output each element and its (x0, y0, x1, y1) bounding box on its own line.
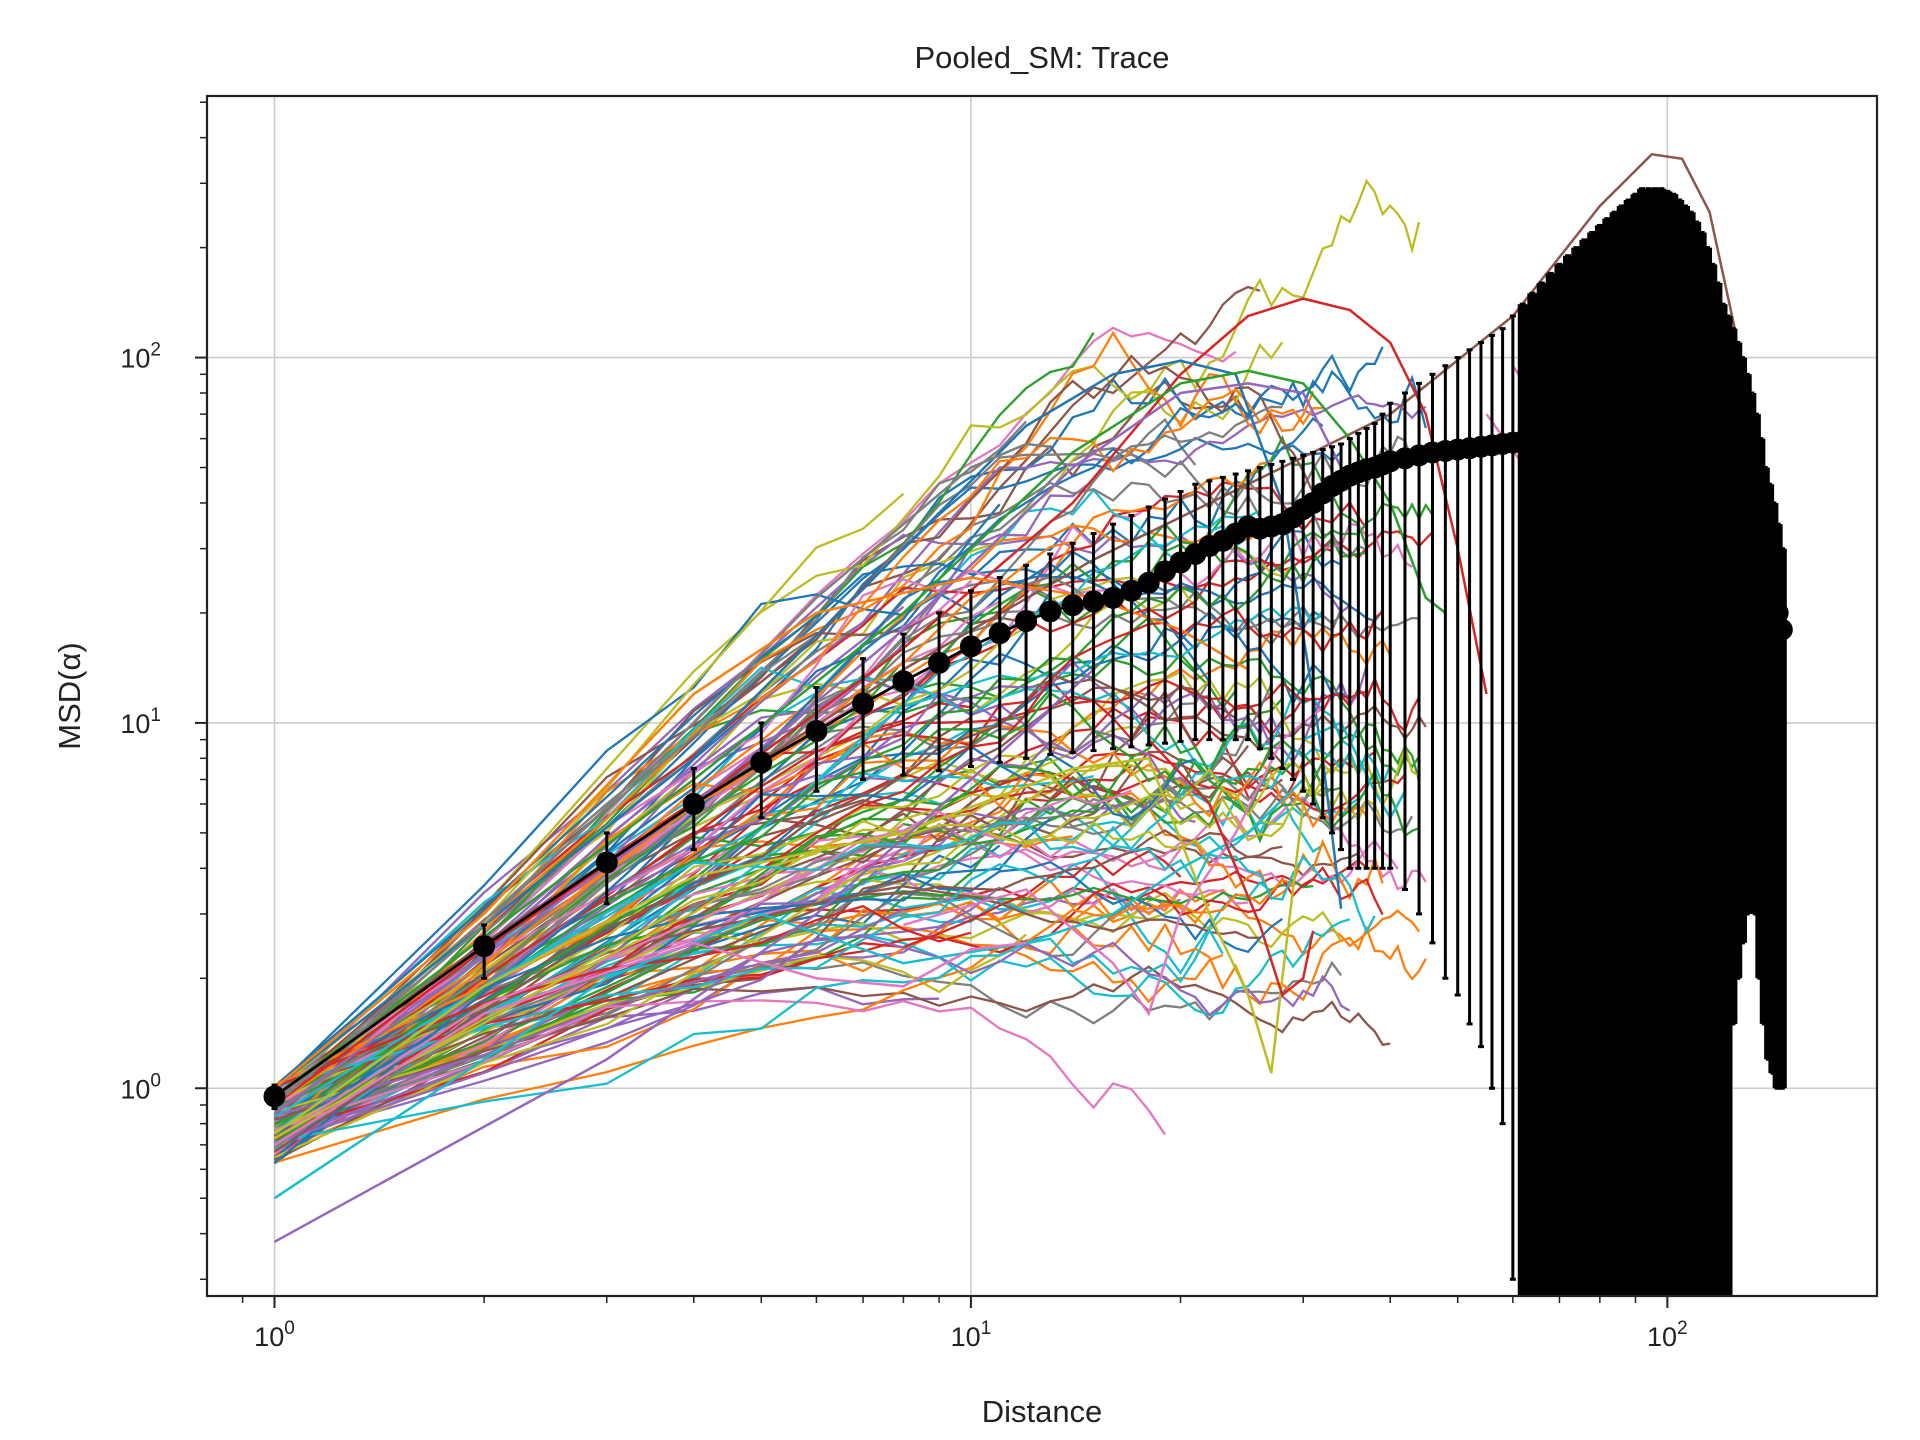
x-tick-label: 102 (1647, 1318, 1688, 1352)
trace-line (273, 382, 1351, 1115)
mean-trace-point (1039, 600, 1062, 623)
mean-trace-point (892, 670, 915, 693)
trace-line (273, 369, 1447, 1098)
trace-line (274, 817, 1052, 1091)
trace-line (273, 420, 1027, 1123)
mean-trace-point (805, 720, 828, 743)
trace-line (273, 771, 1094, 1130)
trace-line (273, 442, 1051, 1106)
mean-trace-point (1102, 586, 1125, 609)
mean-trace-point (1762, 573, 1785, 596)
y-tick-label: 101 (120, 705, 161, 739)
trace-line (273, 789, 1132, 1140)
data-area (263, 152, 1793, 1296)
trace-line (273, 672, 1237, 1153)
trace-line (274, 840, 1249, 1090)
trace-line (273, 760, 1350, 1134)
trace-line (274, 965, 1391, 1121)
mean-trace-point (1082, 590, 1105, 613)
x-tick-label: 100 (254, 1318, 295, 1352)
trace-line (273, 178, 1421, 1122)
mean-trace-point (473, 935, 496, 958)
trace-line (273, 821, 1376, 1118)
mean-trace-point (852, 692, 875, 715)
plot-frame (205, 94, 1879, 1298)
trace-line (273, 354, 1315, 1110)
trace-line (273, 501, 1434, 1103)
trace-line (273, 742, 1384, 1138)
ticks: 100 101 102 100 101 102 (120, 101, 1688, 1352)
trace-line (273, 668, 1095, 1243)
trace-line (273, 417, 1197, 1113)
mean-trace-point (928, 651, 951, 674)
trace-line (274, 746, 1392, 1089)
trace-line (273, 405, 1283, 1103)
mean-trace-point (1137, 571, 1160, 594)
trace-line (273, 605, 1324, 1152)
y-tick-label: 100 (120, 1070, 161, 1104)
trace-line (274, 985, 940, 1140)
trace-line (274, 794, 1283, 1159)
trace-line (273, 891, 1197, 1136)
trace-line (273, 666, 1360, 1095)
mean-trace-point (1758, 548, 1781, 571)
trace-line (274, 933, 1027, 1113)
trace-line (274, 891, 864, 1132)
trace-line (274, 999, 1167, 1136)
trace-line (273, 745, 1196, 1137)
trace-line (274, 849, 1182, 1134)
mean-trace-point (750, 751, 773, 774)
mean-trace-point (988, 622, 1011, 645)
trace-line (1147, 738, 1315, 998)
trace-line (274, 935, 1351, 1144)
mean-trace-point (1770, 618, 1793, 641)
trace-line (273, 819, 1211, 1140)
trace-line (273, 550, 1211, 1105)
mean-trace-point (263, 1085, 286, 1108)
mean-trace-point (1015, 610, 1038, 633)
trace-line (273, 388, 1323, 1107)
y-tick-label: 102 (120, 340, 161, 374)
trace-line (273, 346, 1384, 1160)
chart-title: Pooled_SM: Trace (914, 40, 1169, 75)
trace-line (274, 878, 1294, 1164)
trace-line (274, 885, 1260, 1117)
trace-line (903, 706, 1324, 1017)
trace-line (273, 394, 1427, 1150)
mean-trace-point (682, 792, 705, 815)
trace-line (273, 823, 905, 1152)
trace-line (273, 359, 1343, 1090)
trace-line (274, 886, 1001, 1143)
mean-trace-point (595, 851, 618, 874)
y-axis-label: MSD(α) (52, 642, 87, 749)
trace-line (273, 941, 1027, 1146)
mean-trace-point (1753, 527, 1776, 550)
mean-trace-point (959, 635, 982, 658)
mean-trace-point (1061, 594, 1084, 617)
trace-line (273, 610, 1324, 1148)
trace-line (273, 716, 972, 1115)
mean-trace-point (1120, 579, 1143, 602)
x-tick-label: 101 (951, 1318, 992, 1352)
trace-line (273, 330, 1315, 1138)
mean-trace-point (1766, 601, 1789, 624)
trace-line (273, 756, 1305, 1135)
trace-line (273, 540, 1073, 1106)
trace-line (273, 579, 1343, 1128)
x-axis-label: Distance (982, 1394, 1103, 1429)
trace-line (273, 492, 905, 1093)
